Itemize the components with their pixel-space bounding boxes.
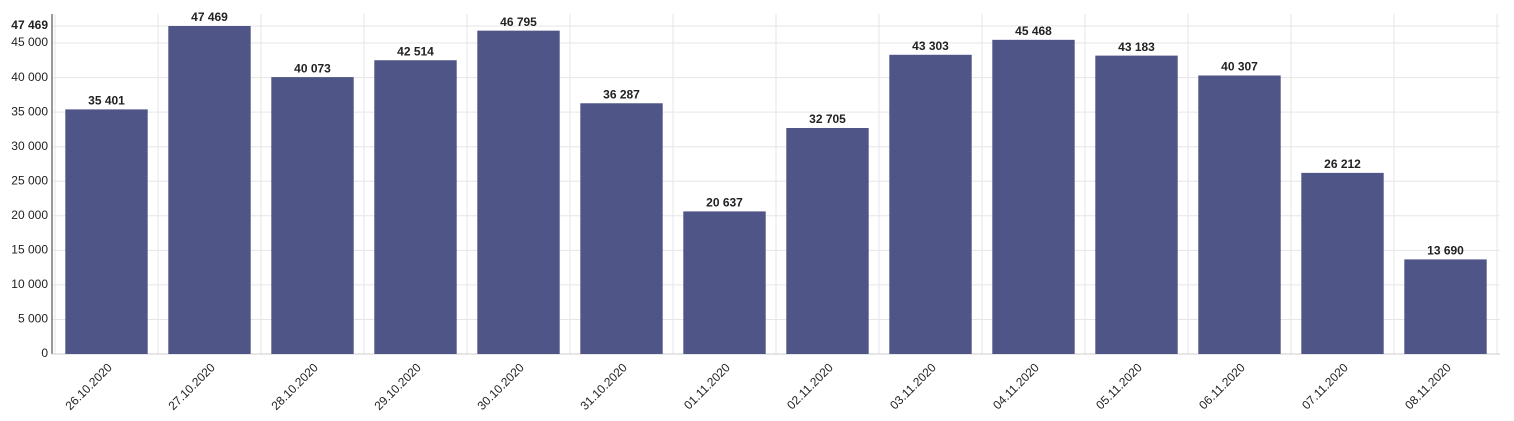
x-tick-label: 08.11.2020 (1402, 360, 1454, 412)
y-tick-label: 20 000 (11, 208, 48, 222)
x-tick-label: 28.10.2020 (268, 360, 321, 413)
y-tick-label: 30 000 (11, 139, 48, 153)
y-tick-label: 15 000 (11, 243, 48, 257)
value-label: 26 212 (1324, 157, 1361, 171)
y-tick-label: 40 000 (11, 70, 48, 84)
value-label: 32 705 (809, 112, 846, 126)
bar (786, 128, 869, 354)
y-tick-label: 35 000 (11, 104, 48, 118)
y-tick-label: 0 (41, 346, 48, 360)
x-tick-label: 05.11.2020 (1093, 360, 1145, 412)
bar (1404, 259, 1487, 354)
x-tick-label: 26.10.2020 (62, 360, 115, 413)
value-label: 13 690 (1427, 244, 1464, 258)
x-tick-label: 02.11.2020 (784, 360, 836, 412)
value-label: 40 307 (1221, 60, 1258, 74)
y-tick-label: 47 469 (11, 18, 48, 32)
bar (477, 30, 560, 354)
x-tick-label: 04.11.2020 (990, 360, 1042, 412)
bar (65, 109, 148, 354)
value-label: 45 468 (1015, 24, 1052, 38)
value-label: 35 401 (88, 94, 125, 108)
value-label: 42 514 (397, 44, 434, 58)
x-tick-label: 06.11.2020 (1196, 360, 1248, 412)
bar (683, 211, 766, 354)
x-tick-label: 29.10.2020 (371, 360, 424, 413)
value-label: 47 469 (191, 10, 228, 24)
value-label: 43 183 (1118, 40, 1155, 54)
y-tick-label: 5 000 (18, 312, 48, 326)
bar (168, 26, 251, 354)
value-label: 43 303 (912, 39, 949, 53)
bar (374, 60, 457, 355)
y-tick-label: 25 000 (11, 173, 48, 187)
value-label: 40 073 (294, 61, 331, 75)
x-tick-label: 30.10.2020 (474, 360, 527, 413)
y-tick-label: 45 000 (11, 35, 48, 49)
y-tick-label: 10 000 (11, 277, 48, 291)
value-label: 46 795 (500, 15, 537, 29)
x-tick-label: 03.11.2020 (887, 360, 939, 412)
bar (889, 54, 972, 355)
bar (271, 77, 354, 354)
bar (1095, 55, 1178, 354)
value-label: 36 287 (603, 87, 640, 101)
bar (992, 39, 1075, 355)
x-tick-label: 31.10.2020 (577, 360, 630, 413)
bar (1301, 172, 1384, 354)
bar (1198, 75, 1281, 354)
value-label: 20 637 (706, 196, 743, 210)
x-tick-label: 01.11.2020 (681, 360, 733, 412)
x-tick-label: 27.10.2020 (165, 360, 218, 413)
x-tick-label: 07.11.2020 (1299, 360, 1351, 412)
bar (580, 103, 663, 354)
